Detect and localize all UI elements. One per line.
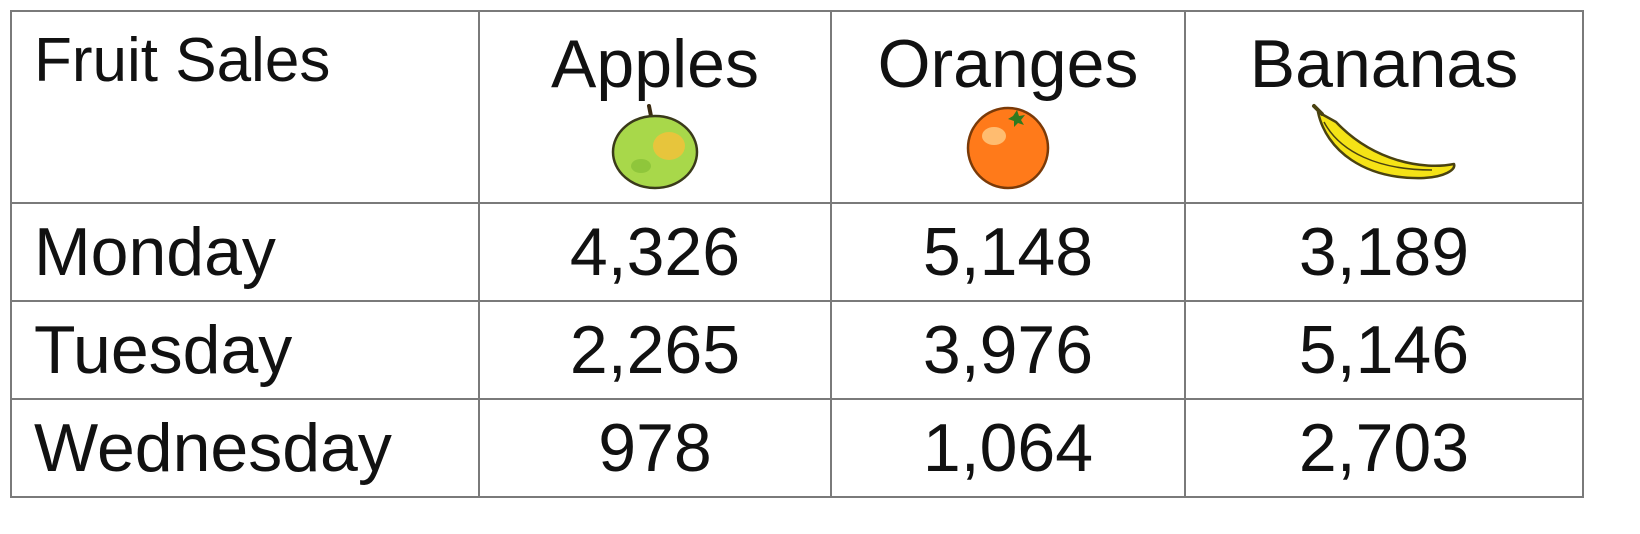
column-header-label: Bananas [1249,26,1519,102]
row-label: Tuesday [10,300,480,400]
table-cell: 2,265 [478,300,832,400]
table-row: Tuesday 2,265 3,976 5,146 [10,300,1584,400]
row-label: Monday [10,202,480,302]
table-cell: 1,064 [830,398,1186,498]
table-cell: 3,976 [830,300,1186,400]
table-cell: 5,146 [1184,300,1584,400]
column-header-label: Apples [551,26,759,102]
fruit-sales-table: Fruit Sales Apples Oranges Bananas [10,10,1584,498]
apple-icon [611,104,699,190]
table-row: Monday 4,326 5,148 3,189 [10,202,1584,302]
column-header-label: Oranges [877,26,1139,102]
table-row: Wednesday 978 1,064 2,703 [10,398,1584,498]
column-header-bananas: Bananas [1184,10,1584,204]
table-cell: 4,326 [478,202,832,302]
table-cell: 978 [478,398,832,498]
table-cell: 3,189 [1184,202,1584,302]
table-title: Fruit Sales [34,26,331,95]
table-cell: 5,148 [830,202,1186,302]
orange-icon [966,106,1050,190]
row-label: Wednesday [10,398,480,498]
table-cell: 2,703 [1184,398,1584,498]
banana-icon [1312,104,1456,180]
column-header-apples: Apples [478,10,832,204]
table-title-cell: Fruit Sales [10,10,480,204]
column-header-oranges: Oranges [830,10,1186,204]
header-row: Fruit Sales Apples Oranges Bananas [10,10,1584,204]
